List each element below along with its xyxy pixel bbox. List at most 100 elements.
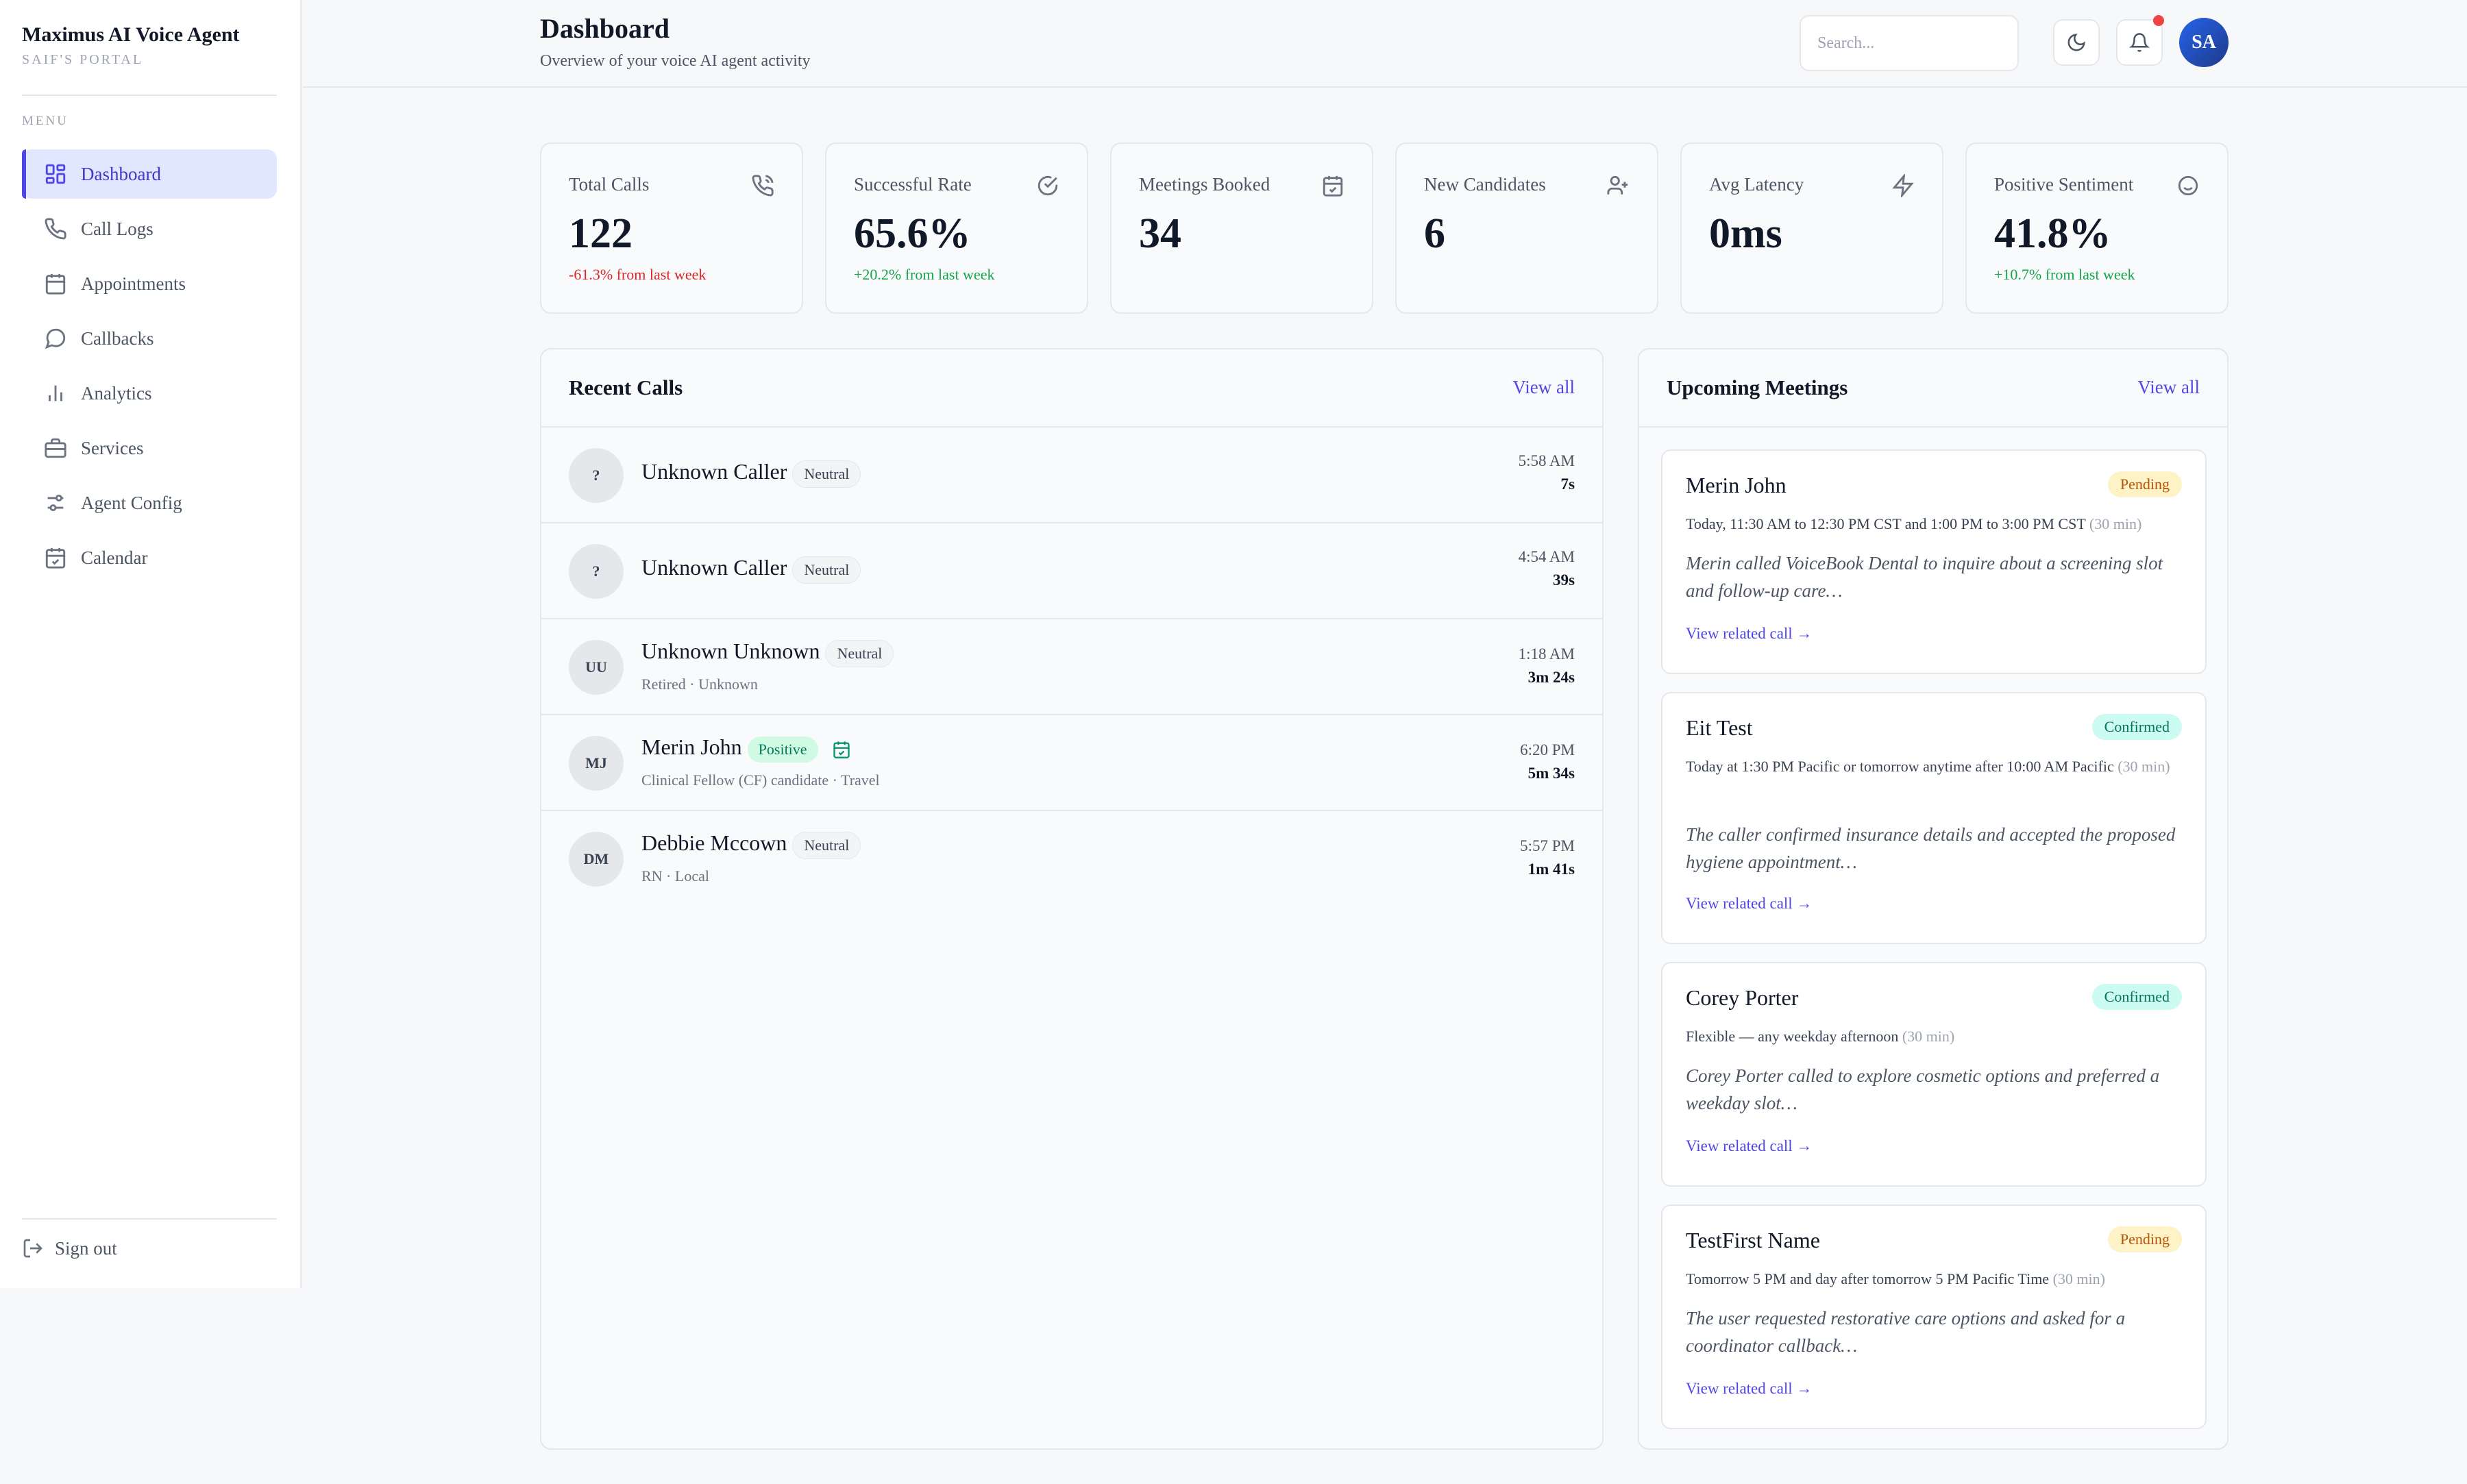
- meeting-time: Tomorrow 5 PM and day after tomorrow 5 P…: [1686, 1270, 2050, 1287]
- stat-card-new-candidates: New Candidates 6: [1395, 143, 1658, 314]
- sidebar-item-dashboard[interactable]: Dashboard: [22, 149, 277, 199]
- top-header: Dashboard Overview of your voice AI agen…: [303, 0, 2467, 88]
- theme-toggle-button[interactable]: [2053, 19, 2100, 66]
- sidebar-item-services[interactable]: Services: [22, 423, 277, 473]
- stat-change: -61.3% from last week: [569, 266, 707, 283]
- meeting-time-wrap: Today, 11:30 AM to 12:30 PM CST and 1:00…: [1686, 511, 2186, 537]
- call-time: 1:18 AM: [1518, 645, 1575, 663]
- check-circle-icon: [1038, 175, 1058, 196]
- stat-label: Successful Rate: [854, 174, 972, 195]
- user-plus-icon: [1607, 175, 1628, 195]
- divider: [22, 1218, 277, 1220]
- meeting-summary: Merin called VoiceBook Dental to inquire…: [1686, 553, 2163, 601]
- caller-name: Merin John: [641, 734, 742, 759]
- stat-change: +10.7% from last week: [1994, 266, 2135, 283]
- sidebar-item-calendar[interactable]: Calendar: [22, 533, 277, 582]
- sidebar-item-label: Analytics: [81, 382, 152, 404]
- panel-header: Upcoming Meetings View all: [1639, 349, 2227, 428]
- sidebar: Maximus AI Voice Agent SAIF'S PORTAL MEN…: [0, 0, 302, 1288]
- call-row[interactable]: DM Debbie Mccown Neutral RN · Local 5:57…: [541, 811, 1602, 907]
- sidebar-item-analytics[interactable]: Analytics: [22, 369, 277, 418]
- chat-icon: [45, 328, 66, 349]
- meeting-summary: The user requested restorative care opti…: [1686, 1308, 2126, 1356]
- call-row[interactable]: MJ Merin John Positive Clinical Fellow (…: [541, 715, 1602, 811]
- caller-details: Retired · Unknown: [641, 676, 758, 693]
- meeting-time: Today, 11:30 AM to 12:30 PM CST and 1:00…: [1686, 515, 2086, 532]
- view-all-meetings-link[interactable]: View all: [2137, 377, 2200, 397]
- sidebar-item-appointments[interactable]: Appointments: [22, 259, 277, 308]
- sign-out-button[interactable]: Sign out: [22, 1237, 117, 1259]
- meeting-time: Today at 1:30 PM Pacific or tomorrow any…: [1686, 758, 2114, 775]
- meeting-duration: (30 min): [2052, 1270, 2105, 1287]
- call-row[interactable]: ? Unknown Caller Neutral 5:58 AM 7s: [541, 428, 1602, 523]
- stat-card-total-calls: Total Calls 122 -61.3% from last week: [540, 143, 803, 314]
- stat-card-avg-latency: Avg Latency 0ms: [1680, 143, 1943, 314]
- view-related-call-link[interactable]: View related call →: [1686, 625, 1813, 642]
- caller-avatar: MJ: [569, 736, 624, 791]
- sidebar-item-label: Call Logs: [81, 218, 154, 239]
- stat-value: 0ms: [1709, 210, 1782, 257]
- stat-card-positive-sentiment: Positive Sentiment 41.8% +10.7% from las…: [1965, 143, 2229, 314]
- view-related-call-link[interactable]: View related call →: [1686, 1380, 1813, 1397]
- upcoming-meetings-panel: Upcoming Meetings View all Merin John Pe…: [1638, 348, 2229, 1450]
- caller-name: Unknown Unknown: [641, 639, 820, 663]
- call-time: 5:57 PM: [1520, 837, 1575, 854]
- call-row[interactable]: ? Unknown Caller Neutral 4:54 AM 39s: [541, 523, 1602, 619]
- bell-icon: [2129, 33, 2150, 52]
- meeting-card[interactable]: TestFirst Name Pending Tomorrow 5 PM and…: [1661, 1204, 2207, 1429]
- stat-value: 34: [1139, 210, 1181, 257]
- bar-chart-icon: [49, 385, 62, 401]
- call-time: 5:58 AM: [1518, 452, 1575, 469]
- moon-icon: [2067, 34, 2085, 51]
- meeting-time-wrap: Today at 1:30 PM Pacific or tomorrow any…: [1686, 754, 2186, 780]
- call-duration: 39s: [1553, 571, 1575, 589]
- caller-avatar: UU: [569, 640, 624, 695]
- calendar-icon: [45, 273, 66, 295]
- sentiment-badge: Neutral: [825, 639, 894, 667]
- stat-value: 41.8%: [1994, 210, 2111, 257]
- meeting-name: Corey Porter: [1686, 985, 1799, 1010]
- user-avatar[interactable]: SA: [2179, 18, 2229, 67]
- meeting-summary: The caller confirmed insurance details a…: [1686, 824, 2176, 872]
- sidebar-item-callbacks[interactable]: Callbacks: [22, 314, 277, 363]
- page-title: Dashboard: [540, 13, 670, 44]
- sidebar-item-call-logs[interactable]: Call Logs: [22, 204, 277, 253]
- lightning-icon: [1892, 174, 1914, 197]
- caller-avatar: ?: [569, 544, 624, 599]
- view-related-call-link[interactable]: View related call →: [1686, 1137, 1813, 1154]
- sidebar-item-label: Services: [81, 437, 144, 458]
- meeting-name: Merin John: [1686, 473, 1787, 497]
- caller-name: Unknown Caller: [641, 459, 787, 484]
- sentiment-badge: Neutral: [792, 460, 861, 488]
- sidebar-item-label: Appointments: [81, 273, 186, 294]
- caller-name: Unknown Caller: [641, 555, 787, 580]
- call-time: 4:54 AM: [1518, 548, 1575, 565]
- sliders-icon: [47, 494, 64, 512]
- status-badge: Confirmed: [2091, 984, 2182, 1010]
- sentiment-badge: Positive: [747, 736, 818, 763]
- caller-name-wrap: Unknown Caller Neutral: [641, 555, 861, 584]
- call-row[interactable]: UU Unknown Unknown Neutral Retired · Unk…: [541, 619, 1602, 715]
- caller-details: Clinical Fellow (CF) candidate · Travel: [641, 771, 880, 789]
- stat-value: 65.6%: [854, 210, 971, 257]
- sidebar-item-agent-config[interactable]: Agent Config: [22, 478, 277, 528]
- sidebar-item-label: Calendar: [81, 547, 148, 568]
- sentiment-badge: Neutral: [792, 831, 861, 859]
- meeting-card[interactable]: Corey Porter Confirmed Flexible — any we…: [1661, 962, 2207, 1187]
- meeting-time-wrap: Tomorrow 5 PM and day after tomorrow 5 P…: [1686, 1266, 2186, 1292]
- brand-subtitle: SAIF'S PORTAL: [22, 52, 144, 67]
- menu-label: MENU: [22, 114, 69, 128]
- notifications-button[interactable]: [2116, 15, 2164, 66]
- phone-icon: [45, 218, 66, 240]
- status-badge: Pending: [2107, 471, 2182, 497]
- meeting-card[interactable]: Merin John Pending Today, 11:30 AM to 12…: [1661, 449, 2207, 674]
- panel-title: Upcoming Meetings: [1667, 375, 1848, 399]
- meeting-card[interactable]: Eit Test Confirmed Today at 1:30 PM Paci…: [1661, 692, 2207, 944]
- brand: Maximus AI Voice Agent SAIF'S PORTAL: [22, 23, 240, 68]
- caller-name: Debbie Mccown: [641, 830, 787, 855]
- view-all-calls-link[interactable]: View all: [1512, 377, 1575, 397]
- search-input[interactable]: [1800, 15, 2019, 71]
- caller-name-wrap: Merin John Positive: [641, 734, 851, 763]
- view-related-call-link[interactable]: View related call →: [1686, 895, 1813, 912]
- stat-label: Total Calls: [569, 174, 650, 195]
